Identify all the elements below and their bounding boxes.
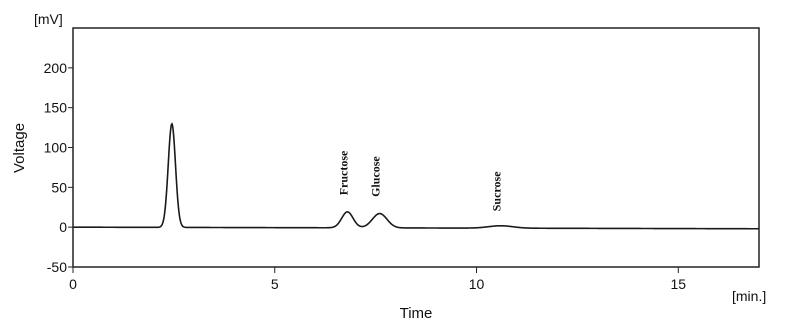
peak-label: Sucrose <box>490 171 504 211</box>
y-tick-label: -50 <box>47 259 67 275</box>
y-unit-label: [mV] <box>34 11 63 27</box>
x-tick-label: 10 <box>469 276 485 292</box>
x-ticks-group: 0 5 10 15 <box>69 267 686 292</box>
x-tick-label: 5 <box>271 276 279 292</box>
x-unit-label: [min.] <box>732 288 766 304</box>
y-tick-label: 0 <box>59 219 67 235</box>
peak-label: Glucose <box>369 156 383 197</box>
x-tick-label: 15 <box>671 276 687 292</box>
y-tick-label: 100 <box>44 140 68 156</box>
y-ticks-group: -50 0 50 100 150 200 <box>44 60 73 275</box>
peak-labels-group: Fructose Glucose Sucrose <box>336 150 503 211</box>
x-axis-title: Time <box>400 305 433 322</box>
chromatogram-trace <box>73 122 759 230</box>
peak-label: Fructose <box>336 150 350 195</box>
y-tick-label: 200 <box>44 60 68 76</box>
y-tick-label: 150 <box>44 100 68 116</box>
plot-area <box>72 27 760 268</box>
x-tick-label: 0 <box>69 276 77 292</box>
y-tick-label: 50 <box>51 179 67 195</box>
y-axis-title: Voltage <box>11 123 28 173</box>
